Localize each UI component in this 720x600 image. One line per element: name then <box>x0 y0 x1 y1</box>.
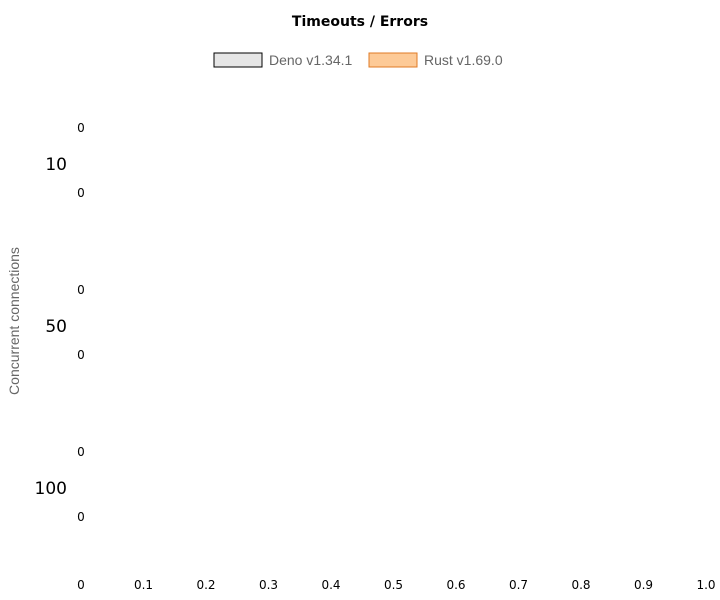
x-tick-label: 0.9 <box>634 578 653 592</box>
x-tick-label: 0.6 <box>446 578 465 592</box>
legend-label-deno: Deno v1.34.1 <box>269 52 352 68</box>
chart-title: Timeouts / Errors <box>292 14 428 30</box>
x-tick-label: 0.5 <box>384 578 403 592</box>
legend-swatch-deno <box>213 52 263 68</box>
x-tick-label: 1.0 <box>696 578 715 592</box>
x-tick-label: 0.1 <box>134 578 153 592</box>
category-label-10: 10 <box>45 155 67 175</box>
x-tick-label: 0.3 <box>259 578 278 592</box>
value-label-deno-10: 0 <box>77 121 85 135</box>
legend-swatch-rust <box>368 52 418 68</box>
legend-label-rust: Rust v1.69.0 <box>424 52 503 68</box>
x-tick-label: 0.7 <box>509 578 528 592</box>
value-label-deno-50: 0 <box>77 283 85 297</box>
x-tick-label: 0.8 <box>571 578 590 592</box>
value-label-rust-10: 0 <box>77 186 85 200</box>
x-tick-label: 0.2 <box>196 578 215 592</box>
x-tick-label: 0.4 <box>321 578 340 592</box>
category-label-100: 100 <box>35 479 67 499</box>
legend: Deno v1.34.1 Rust v1.69.0 <box>213 52 503 68</box>
x-tick-label: 0 <box>77 578 85 592</box>
category-label-50: 50 <box>45 317 67 337</box>
value-label-rust-100: 0 <box>77 510 85 524</box>
value-label-rust-50: 0 <box>77 348 85 362</box>
value-label-deno-100: 0 <box>77 445 85 459</box>
y-axis-title: Concurrent connections <box>6 247 22 395</box>
